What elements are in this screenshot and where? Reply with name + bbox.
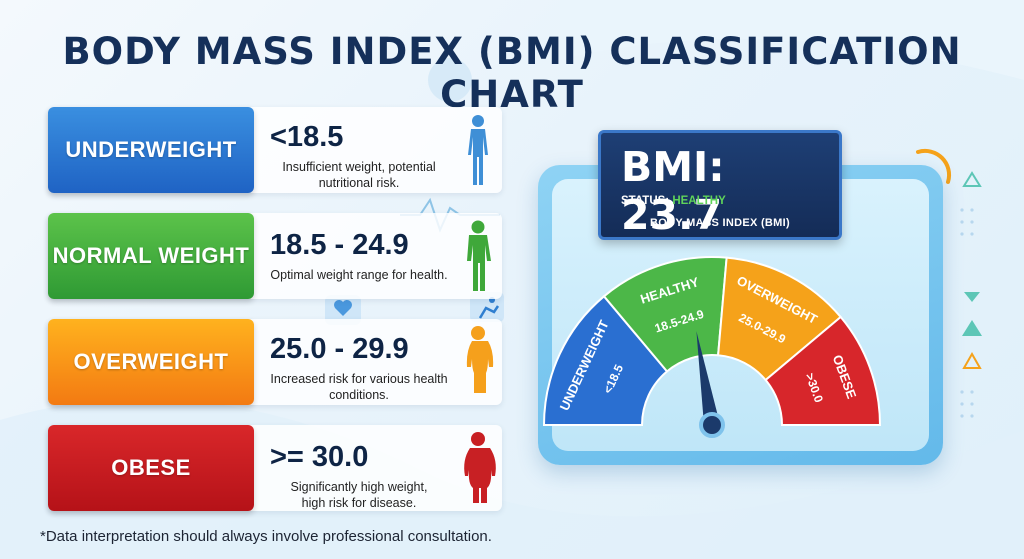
description-line: Optimal weight range for health. [270, 268, 448, 282]
range-value: <18.5 [270, 121, 344, 153]
thin-person-icon [468, 115, 488, 185]
range-description: Insufficient weight, potential nutrition… [266, 159, 452, 191]
bmi-row-underweight: UNDERWEIGHT <18.5 Insufficient weight, p… [48, 107, 502, 193]
gauge-segment-obese [764, 315, 882, 426]
range-value: >= 30.0 [270, 441, 369, 473]
status-value: HEALTHY [672, 195, 726, 207]
overweight-person-icon [466, 326, 494, 393]
normal-person-icon [467, 220, 491, 291]
description-line: Increased risk for various health [270, 372, 448, 386]
bmi-status: STATUS: HEALTHY [621, 195, 726, 207]
category-label-obese: OBESE [48, 425, 254, 511]
description-line: Significantly high weight, [290, 480, 428, 494]
bmi-display-subtitle: BODY MASS INDEX (BMI) [650, 217, 790, 229]
category-label-underweight: UNDERWEIGHT [48, 107, 254, 193]
description-line: Insufficient weight, potential [282, 160, 436, 174]
bmi-value: BMI: 23.7 [621, 143, 725, 239]
description-line: high risk for disease. [301, 496, 417, 510]
bmi-display: BMI: 23.7 STATUS: HEALTHY BODY MASS INDE… [598, 130, 842, 240]
gauge-segment-overweight [717, 256, 843, 382]
bmi-row-normal: NORMAL WEIGHT 18.5 - 24.9 Optimal weight… [48, 213, 502, 299]
gauge-needle-hub [699, 412, 725, 438]
gauge-needle [696, 331, 720, 427]
description-line: conditions. [329, 388, 389, 402]
obese-person-icon [464, 432, 496, 503]
category-label-overweight: OVERWEIGHT [48, 319, 254, 405]
bmi-row-obese: OBESE >= 30.0 Significantly high weight,… [48, 425, 502, 511]
gauge-segment-underweight [542, 294, 669, 426]
description-line: nutritional risk. [318, 176, 400, 190]
range-description: Optimal weight range for health. [266, 267, 452, 283]
footnote: *Data interpretation should always invol… [40, 528, 492, 545]
status-label: STATUS: [621, 195, 670, 207]
range-value: 25.0 - 29.9 [270, 333, 409, 365]
bmi-row-overweight: OVERWEIGHT 25.0 - 29.9 Increased risk fo… [48, 319, 502, 405]
range-description: Significantly high weight, high risk for… [266, 479, 452, 511]
range-description: Increased risk for various health condit… [266, 371, 452, 403]
category-label-normal: NORMAL WEIGHT [48, 213, 254, 299]
page-title: BODY MASS INDEX (BMI) CLASSIFICATION CHA… [62, 30, 962, 116]
gauge-segment-healthy [602, 256, 728, 373]
range-value: 18.5 - 24.9 [270, 229, 409, 261]
